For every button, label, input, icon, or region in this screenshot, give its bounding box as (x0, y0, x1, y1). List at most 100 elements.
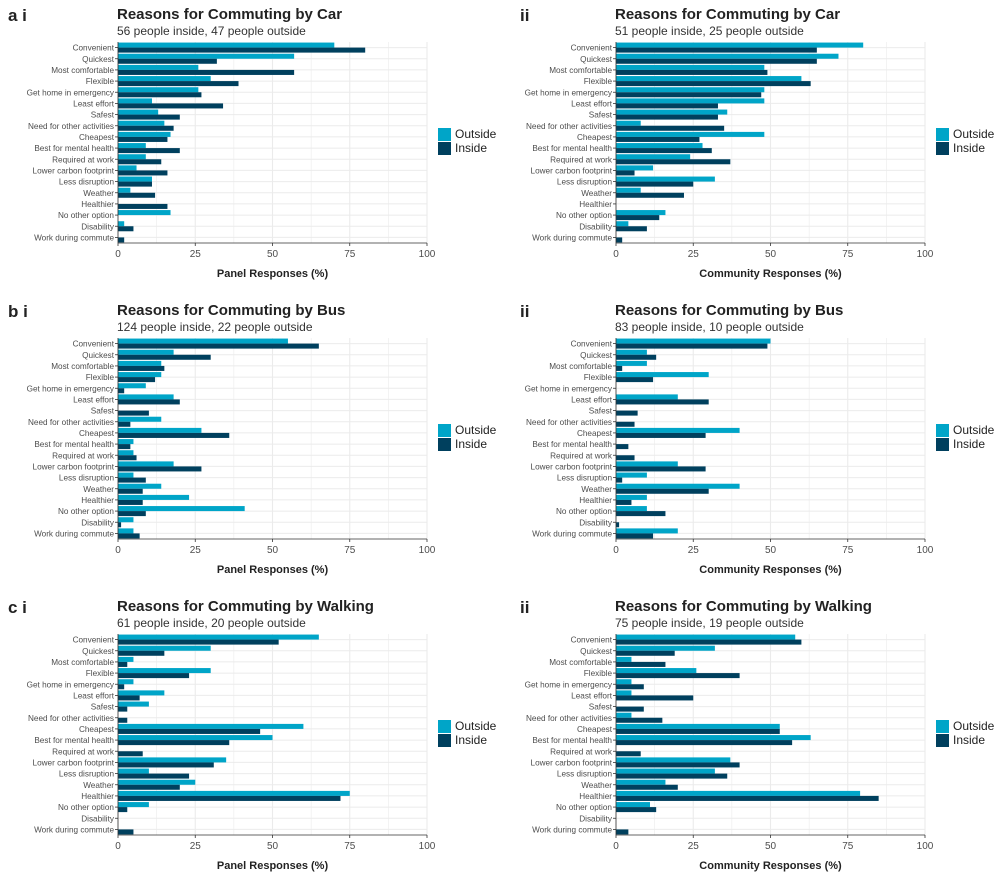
bar-outside (616, 131, 765, 137)
bar-inside (616, 533, 654, 539)
category-label: Best for mental health (532, 440, 612, 449)
panel-tag: ii (520, 302, 530, 321)
chart-subtitle: 61 people inside, 20 people outside (117, 616, 306, 630)
category-label: Need for other activities (526, 122, 612, 131)
bar-inside (616, 58, 817, 64)
category-label: Convenient (73, 340, 115, 349)
bar-chart: Convenient Quickest Most comfortable Flexib… (525, 42, 934, 280)
bar-outside (616, 154, 691, 160)
bar-inside (616, 477, 623, 483)
x-tick-label: 75 (344, 249, 356, 260)
bar-inside (616, 684, 644, 690)
category-label: Flexible (584, 669, 613, 678)
category-label: Cheapest (79, 133, 115, 142)
legend-swatch-outside (438, 423, 451, 437)
bar-inside (118, 388, 125, 394)
bar-outside (118, 790, 350, 796)
bar-inside (616, 706, 644, 712)
bar-inside (616, 148, 712, 154)
bar-outside (616, 176, 715, 182)
bar-outside (616, 427, 740, 433)
bar-inside (118, 795, 341, 801)
bar-inside (118, 807, 128, 813)
bar-inside (118, 661, 128, 667)
category-label: Cheapest (577, 133, 613, 142)
bar-inside (616, 673, 740, 679)
x-tick-label: 50 (267, 841, 279, 852)
legend-label-inside: Inside (455, 733, 488, 747)
bar-inside (616, 728, 780, 734)
bar-outside (118, 87, 199, 93)
bar-inside (616, 421, 635, 427)
category-label: No other option (58, 803, 114, 812)
bar-outside (616, 338, 771, 344)
bar-outside (616, 372, 709, 378)
x-tick-label: 75 (344, 841, 356, 852)
category-label: Quickest (580, 55, 613, 64)
bar-inside (616, 226, 647, 232)
category-label: Work during commute (34, 825, 114, 834)
category-label: Least effort (73, 395, 115, 404)
bar-outside (616, 483, 740, 489)
legend: Outside Inside (936, 719, 994, 747)
bar-inside (616, 740, 793, 746)
chart-title: Reasons for Commuting by Bus (117, 302, 346, 319)
bar-outside (616, 87, 765, 93)
category-label: Work during commute (34, 529, 114, 538)
chart-title: Reasons for Commuting by Bus (615, 302, 844, 319)
bar-outside (616, 187, 641, 193)
bar-inside (616, 69, 768, 75)
category-label: Weather (83, 485, 114, 494)
category-label: Disability (81, 518, 115, 527)
category-label: Disability (81, 814, 115, 823)
x-tick-label: 50 (765, 249, 777, 260)
category-label: Cheapest (577, 429, 613, 438)
bar-outside (616, 109, 728, 115)
x-tick-label: 0 (115, 841, 121, 852)
bar-outside (616, 768, 715, 774)
bar-outside (616, 64, 765, 70)
chart-title: Reasons for Commuting by Walking (117, 598, 374, 615)
category-label: Safest (589, 407, 613, 416)
bar-outside (118, 735, 273, 741)
bar-inside (118, 237, 125, 243)
category-label: Flexible (86, 373, 115, 382)
legend-item-inside: Inside (936, 141, 994, 155)
category-label: Need for other activities (28, 122, 114, 131)
x-tick-label: 75 (842, 249, 854, 260)
bar-outside (118, 461, 174, 467)
category-label: Lower carbon footprint (33, 462, 115, 471)
bar-outside (616, 165, 654, 171)
bar-inside (616, 807, 657, 813)
category-label: Quickest (82, 55, 115, 64)
bar-inside (616, 237, 623, 243)
bar-inside (118, 728, 261, 734)
bar-outside (118, 360, 162, 366)
x-tick-label: 25 (688, 249, 700, 260)
bar-outside (118, 120, 165, 126)
legend-item-inside: Inside (438, 437, 496, 451)
bar-outside (616, 679, 632, 685)
category-label: Cheapest (577, 725, 613, 734)
bar-inside (118, 226, 134, 232)
bar-outside (118, 450, 134, 456)
bar-inside (616, 499, 632, 505)
bar-inside (616, 829, 629, 835)
panel-b-ii: ii Reasons for Commuting by Bus 83 peopl… (498, 296, 998, 589)
chart-subtitle: 124 people inside, 22 people outside (117, 320, 313, 334)
bar-inside (118, 69, 295, 75)
bar-inside (616, 136, 700, 142)
category-label: Best for mental health (532, 736, 612, 745)
category-label: Work during commute (532, 233, 612, 242)
panel-a-i: a i Reasons for Commuting by Car 56 peop… (0, 0, 500, 293)
bar-outside (118, 656, 134, 662)
bar-inside (118, 522, 122, 528)
bar-inside (118, 192, 156, 198)
category-label: No other option (58, 211, 114, 220)
bar-inside (616, 717, 663, 723)
category-label: Less disruption (557, 770, 613, 779)
bar-inside (118, 684, 125, 690)
legend-label-outside: Outside (953, 127, 995, 141)
category-label: Weather (83, 189, 114, 198)
bar-inside (616, 432, 706, 438)
